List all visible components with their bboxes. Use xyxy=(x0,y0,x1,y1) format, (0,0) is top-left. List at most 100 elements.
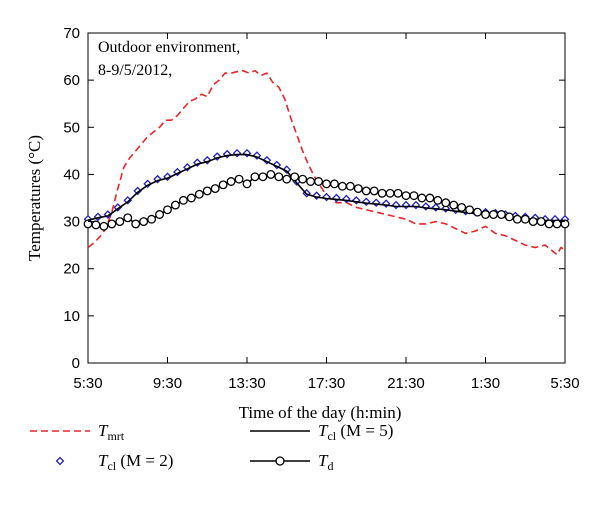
legend-label-main: T xyxy=(98,451,109,470)
data-point xyxy=(332,193,341,203)
series-0 xyxy=(87,69,566,256)
data-point xyxy=(242,179,252,189)
data-point xyxy=(417,193,427,203)
data-point xyxy=(377,188,387,198)
legend-label-sub: mrt xyxy=(107,429,124,443)
data-point xyxy=(425,193,435,203)
data-point xyxy=(312,191,321,200)
data-point xyxy=(186,193,196,203)
x-tick-label: 5:30 xyxy=(550,375,579,392)
data-point xyxy=(123,213,133,223)
legend-marker xyxy=(275,456,285,466)
data-point xyxy=(441,198,451,208)
x-tick-label: 9:30 xyxy=(153,375,182,392)
legend-label: Tmrt xyxy=(98,421,125,443)
y-tick-label: 30 xyxy=(63,214,80,231)
data-point xyxy=(262,155,272,165)
data-point xyxy=(250,172,260,182)
data-point xyxy=(544,219,554,229)
data-point xyxy=(381,199,391,208)
data-point xyxy=(192,158,202,167)
legend-label-sub: d xyxy=(327,459,333,473)
data-point xyxy=(496,210,506,219)
data-point xyxy=(163,205,172,215)
y-tick-label: 50 xyxy=(63,119,80,136)
data-point xyxy=(473,207,482,217)
data-point xyxy=(401,200,411,210)
y-tick-label: 10 xyxy=(63,308,80,325)
data-point xyxy=(272,160,282,170)
legend-label-sub: cl xyxy=(327,429,336,443)
data-point xyxy=(431,203,441,212)
data-point xyxy=(99,221,109,231)
legend-label: Tcl (M = 2) xyxy=(98,451,173,473)
data-point xyxy=(421,202,431,211)
data-point xyxy=(409,191,419,201)
data-point xyxy=(401,191,411,201)
data-point xyxy=(232,148,242,158)
data-point xyxy=(536,217,546,227)
data-point xyxy=(298,174,308,184)
data-point xyxy=(322,179,331,189)
data-point xyxy=(218,180,228,190)
data-point xyxy=(242,148,252,158)
legend-label: Tcl (M = 5) xyxy=(318,421,393,443)
legend-item-1: Tcl (M = 2) xyxy=(55,451,173,473)
data-point xyxy=(345,181,355,191)
data-point xyxy=(465,205,475,215)
data-point xyxy=(274,172,284,182)
legend-label: Td xyxy=(318,451,333,473)
axes-layer: 0 10 20 30 40 50 60 70 5:30 9:30 13:30 17:30 21:30 1:… xyxy=(63,25,579,392)
legend-item-2: Tcl (M = 5) xyxy=(250,421,393,443)
legend-label-main: T xyxy=(318,451,329,470)
data-point xyxy=(153,174,162,184)
data-point xyxy=(369,186,379,196)
data-point xyxy=(226,177,236,186)
x-tick-label: 21:30 xyxy=(387,375,425,392)
series-3 xyxy=(83,169,570,231)
data-point xyxy=(351,196,361,205)
x-tick-label: 1:30 xyxy=(471,375,500,392)
data-point xyxy=(441,204,451,213)
data-point xyxy=(385,188,395,198)
data-point xyxy=(504,212,514,222)
x-tick-label: 13:30 xyxy=(228,375,266,392)
data-point xyxy=(147,214,157,224)
data-point xyxy=(115,217,125,227)
y-axis-title: Temperatures (°C) xyxy=(25,135,44,261)
data-point xyxy=(155,210,164,219)
data-point xyxy=(330,179,339,189)
data-point xyxy=(258,172,268,182)
series-line xyxy=(87,69,566,256)
data-point xyxy=(314,177,323,186)
legend-item-3: Td xyxy=(250,451,333,473)
annotation-line-2: 8-9/5/2012, xyxy=(98,62,172,79)
legend-label-main: T xyxy=(98,421,109,440)
data-point xyxy=(342,194,351,204)
data-point xyxy=(411,200,421,210)
data-point xyxy=(449,200,459,210)
x-tick-label: 5:30 xyxy=(73,375,102,392)
data-point xyxy=(131,219,141,229)
y-tick-label: 20 xyxy=(63,261,80,278)
data-point xyxy=(266,169,276,179)
data-point xyxy=(306,177,316,186)
data-point xyxy=(139,217,149,227)
data-point xyxy=(107,219,117,229)
data-point xyxy=(512,214,522,224)
data-point xyxy=(91,220,101,230)
y-tick-label: 0 xyxy=(72,355,80,372)
series-layer xyxy=(83,69,570,256)
data-point xyxy=(194,189,204,199)
legend-label-extra: (M = 5) xyxy=(336,421,393,440)
x-tick-label: 17:30 xyxy=(308,375,346,392)
data-point xyxy=(353,184,363,194)
data-point xyxy=(371,198,381,208)
data-point xyxy=(282,165,292,175)
data-point xyxy=(528,217,538,227)
data-point xyxy=(489,210,498,219)
data-point xyxy=(520,214,530,224)
data-point xyxy=(433,195,443,205)
